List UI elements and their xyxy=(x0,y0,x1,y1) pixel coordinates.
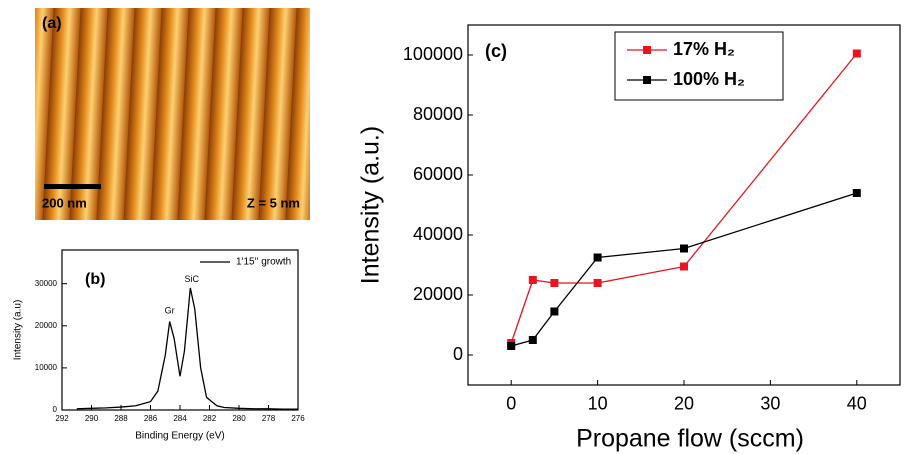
x-tick-label: 10 xyxy=(588,394,608,414)
chart: 0 10000 20000 30000 292 290 288 286 284 282 280 278… xyxy=(13,249,305,442)
data-point xyxy=(680,262,688,271)
y-tick-label: 20000 xyxy=(35,321,58,330)
data-point xyxy=(528,276,537,284)
scale-bar xyxy=(44,184,101,189)
y-tick-label: 80000 xyxy=(413,104,463,124)
x-tick-label: 282 xyxy=(203,414,217,423)
z-range: Z = 5 nm xyxy=(247,195,300,210)
legend-box xyxy=(614,31,784,101)
x-tick-label: 292 xyxy=(55,414,69,423)
data-point xyxy=(528,336,537,344)
x-tick-label: 286 xyxy=(144,414,158,423)
x-tick-label: 284 xyxy=(173,414,187,423)
x-tick-label: 30 xyxy=(760,394,780,414)
y-tick-label: 40000 xyxy=(413,224,463,244)
panel-label: (b) xyxy=(85,271,105,288)
series-line xyxy=(510,53,858,344)
x-tick-label: 290 xyxy=(85,414,99,423)
y-tick-label: 0 xyxy=(53,405,58,414)
panel-label: (c) xyxy=(485,41,507,61)
peak-label: Gr xyxy=(165,305,175,315)
series-line xyxy=(76,287,298,410)
y-axis-label: Intensity (a.u.) xyxy=(357,126,385,284)
data-point xyxy=(680,244,688,253)
scale-bar-label: 200 nm xyxy=(42,195,87,210)
afm-panel: (a) 200 nm Z = 5 nm xyxy=(35,8,310,220)
data-point xyxy=(550,307,559,316)
legend-label: 17% H₂ xyxy=(673,39,735,59)
y-tick-label: 0 xyxy=(453,344,463,364)
data-point xyxy=(593,279,602,287)
data-point xyxy=(593,253,602,262)
x-tick-label: 0 xyxy=(506,394,516,414)
x-axis-label: Binding Energy (eV) xyxy=(135,431,225,442)
x-axis-label: Propane flow (sccm) xyxy=(576,425,804,453)
legend-marker xyxy=(643,46,651,54)
y-tick-label: 10000 xyxy=(35,363,58,372)
legend-label: 1'15'' growth xyxy=(236,257,291,268)
legend-marker xyxy=(643,76,651,84)
data-point xyxy=(550,279,559,287)
x-tick-label: 20 xyxy=(674,394,694,414)
x-tick-label: 276 xyxy=(291,414,305,423)
y-tick-label: 20000 xyxy=(413,284,463,304)
y-tick-label: 100000 xyxy=(403,44,463,64)
x-tick-label: 40 xyxy=(847,394,867,414)
x-tick-label: 288 xyxy=(114,414,128,423)
panel-label: (a) xyxy=(42,15,62,32)
legend-label: 100% H₂ xyxy=(673,69,745,89)
x-tick-label: 280 xyxy=(232,414,246,423)
data-point xyxy=(852,189,861,197)
y-tick-label: 30000 xyxy=(35,279,58,288)
peak-label: SiC xyxy=(185,274,200,284)
y-axis-label: Intensity (a.u) xyxy=(13,300,24,361)
y-tick-label: 60000 xyxy=(413,164,463,184)
x-tick-label: 278 xyxy=(262,414,276,423)
data-point xyxy=(507,342,516,350)
data-point xyxy=(852,49,861,58)
chart: 0 20000 40000 60000 80000 100000 0 10 20 30 40 Prop… xyxy=(357,24,901,453)
